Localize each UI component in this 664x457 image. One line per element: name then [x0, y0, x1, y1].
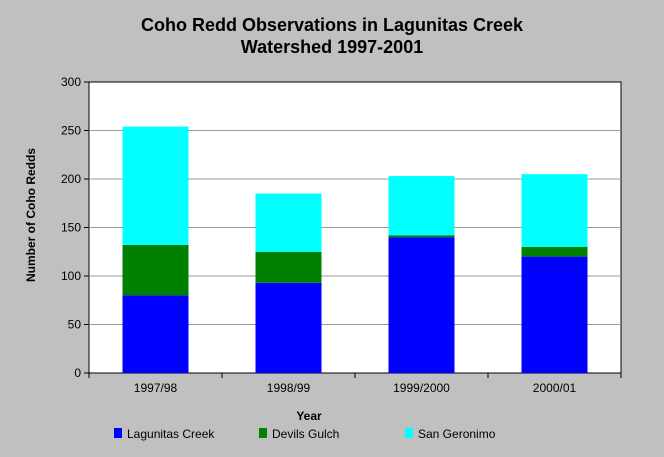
bar-segment	[388, 237, 455, 373]
y-tick-label: 100	[61, 269, 81, 283]
bar-segment	[521, 174, 588, 247]
y-tick-label: 150	[61, 221, 81, 235]
bar-segment	[521, 256, 588, 373]
y-tick-label: 0	[74, 366, 81, 380]
bar-segment	[255, 282, 322, 373]
bar-segment	[255, 193, 322, 252]
chart-title: Coho Redd Observations in Lagunitas Cree…	[0, 14, 664, 58]
x-tick-labels: 1997/98 1998/99 1999/2000 2000/01	[134, 381, 577, 395]
x-axis-title: Year	[296, 409, 322, 423]
y-tick-label: 250	[61, 124, 81, 138]
y-tick-labels: 0 50 100 150 200 250 300	[61, 75, 81, 380]
y-axis-title: Number of Coho Redds	[24, 148, 38, 282]
chart-title-line-1: Coho Redd Observations in Lagunitas Cree…	[140, 15, 524, 35]
x-tick-label: 1997/98	[134, 381, 178, 395]
y-tick-label: 50	[68, 318, 82, 332]
x-tick-label: 1998/99	[267, 381, 311, 395]
bar-segment	[388, 235, 455, 238]
chart-title-line-2: Watershed 1997-2001	[240, 37, 424, 57]
bar-segment	[388, 176, 455, 236]
bars	[122, 126, 588, 373]
x-tick-label: 2000/01	[533, 381, 577, 395]
bar-segment	[521, 246, 588, 257]
axes	[84, 81, 622, 378]
legend-swatch	[259, 428, 267, 438]
bar-segment	[255, 251, 322, 283]
y-tick-label: 300	[61, 75, 81, 89]
legend-label: Lagunitas Creek	[127, 427, 215, 441]
legend-label: Devils Gulch	[272, 427, 339, 441]
bar-segment	[122, 126, 189, 245]
legend-swatch	[405, 428, 413, 438]
legend-label: San Geronimo	[418, 427, 496, 441]
bar-segment	[122, 244, 189, 296]
y-tick-label: 200	[61, 172, 81, 186]
legend: Lagunitas Creek Devils Gulch San Geronimo	[114, 427, 496, 441]
x-tick-label: 1999/2000	[393, 381, 450, 395]
legend-swatch	[114, 428, 122, 438]
bar-segment	[122, 295, 189, 373]
